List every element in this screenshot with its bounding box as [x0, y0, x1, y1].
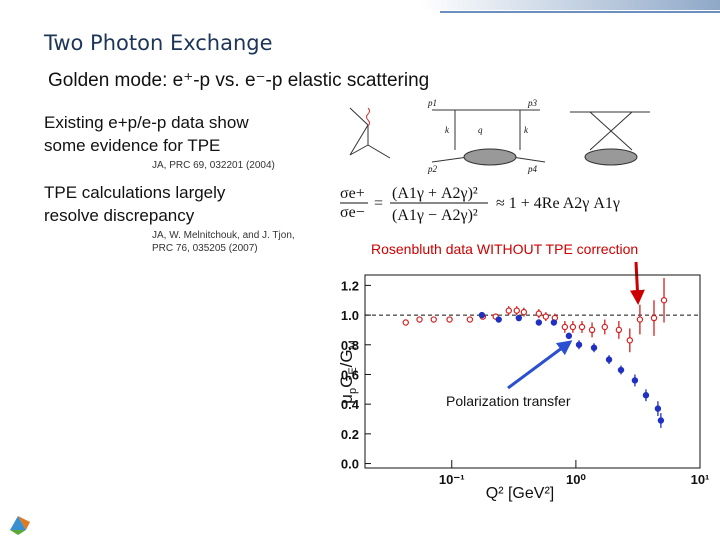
- formula: =: [374, 195, 383, 212]
- data-point: [430, 316, 437, 323]
- diagram-label: p3: [527, 98, 538, 108]
- y-tick-label: 0.4: [341, 397, 360, 412]
- data-point: [565, 332, 573, 340]
- y-label-part: p: [347, 388, 359, 394]
- point: resolve discrepancy: [44, 206, 195, 225]
- data-point: [550, 319, 558, 326]
- x-tick-label: 10⁰: [566, 472, 586, 487]
- citation: JA, W. Melnitchouk, and J. Tjon,: [152, 230, 295, 241]
- data-point: [495, 316, 502, 323]
- diagram-label: p1: [427, 98, 437, 108]
- data-point: [605, 356, 613, 363]
- data-point: [626, 337, 634, 344]
- data-point: [650, 314, 658, 322]
- feynman-diagrams: [349, 107, 650, 166]
- logo: [10, 516, 26, 530]
- diagram-label: p4: [527, 164, 538, 174]
- data-point: [636, 316, 644, 323]
- data-point: [466, 316, 474, 323]
- diagram-label: k: [445, 125, 450, 135]
- y-tick-label: 1.2: [341, 278, 359, 293]
- annotation: Rosenbluth data WITHOUT TPE correction: [371, 241, 638, 257]
- data-point: [588, 326, 596, 334]
- data-point: [642, 392, 650, 399]
- data-point: [535, 319, 543, 326]
- diagram-label: q: [478, 125, 483, 135]
- y-axis-label: μpGE/GM: [337, 340, 359, 404]
- y-label-part: M: [347, 340, 359, 349]
- data-point: [569, 323, 577, 331]
- y-tick-label: 0.2: [341, 427, 359, 442]
- data-point: [520, 308, 528, 316]
- y-label-part: /G: [337, 349, 356, 367]
- data-point: [657, 417, 665, 424]
- data-point: [601, 323, 608, 331]
- data-point: [515, 314, 523, 322]
- formula: ≈ 1 + 4Re A2γ A1γ: [496, 195, 620, 212]
- data-point: [631, 377, 639, 384]
- data-point: [478, 311, 486, 319]
- data-point: [617, 366, 625, 374]
- point: some evidence for TPE: [44, 136, 220, 155]
- diagram-label: k: [524, 125, 529, 135]
- formula: σe+: [340, 185, 365, 202]
- data-point: [590, 344, 598, 351]
- y-label-part: G: [337, 375, 356, 388]
- data-point: [578, 323, 586, 331]
- x-tick-label: 10¹: [691, 472, 710, 487]
- citation: PRC 76, 035205 (2007): [152, 243, 258, 254]
- data-point: [542, 313, 550, 320]
- data-point: [446, 316, 453, 323]
- title: Two Photon Exchange: [43, 31, 273, 55]
- logo: [18, 516, 30, 530]
- data-point: [615, 326, 623, 334]
- data-point: [535, 310, 543, 317]
- x-axis-label: Q² [GeV²]: [486, 485, 554, 502]
- diagram-label: p2: [427, 164, 438, 174]
- y-tick-label: 0.6: [341, 367, 359, 382]
- y-tick-label: 0.8: [341, 338, 359, 353]
- data-point: [505, 307, 512, 314]
- arrow: [629, 261, 645, 305]
- y-tick-label: 0.0: [341, 457, 359, 472]
- subtitle: Golden mode: e⁺-p vs. e⁻-p elastic scatt…: [48, 70, 429, 91]
- header-band: [420, 0, 720, 10]
- plot-frame: [364, 274, 701, 469]
- data-point: [402, 319, 409, 326]
- formula: (A1γ − A2γ)²: [392, 207, 478, 224]
- data-point: [513, 307, 520, 314]
- formula: σe−: [340, 204, 365, 221]
- citation: JA, PRC 69, 032201 (2004): [152, 160, 275, 171]
- data-point: [416, 316, 423, 323]
- data-point: [660, 297, 668, 304]
- y-label-part: E: [347, 367, 359, 374]
- data-point: [654, 405, 662, 412]
- logo: [10, 530, 26, 535]
- point: TPE calculations largely: [44, 183, 226, 202]
- point: Existing e+p/e-p data show: [44, 113, 249, 132]
- data-point: [561, 323, 569, 331]
- formula: (A1γ + A2γ)²: [392, 185, 478, 202]
- data-point: [575, 341, 583, 348]
- y-label-part: μ: [337, 394, 356, 404]
- annotation: Polarization transfer: [446, 393, 571, 409]
- y-tick-label: 1.0: [341, 308, 359, 323]
- arrow: [507, 340, 573, 390]
- x-tick-label: 10⁻¹: [439, 472, 465, 487]
